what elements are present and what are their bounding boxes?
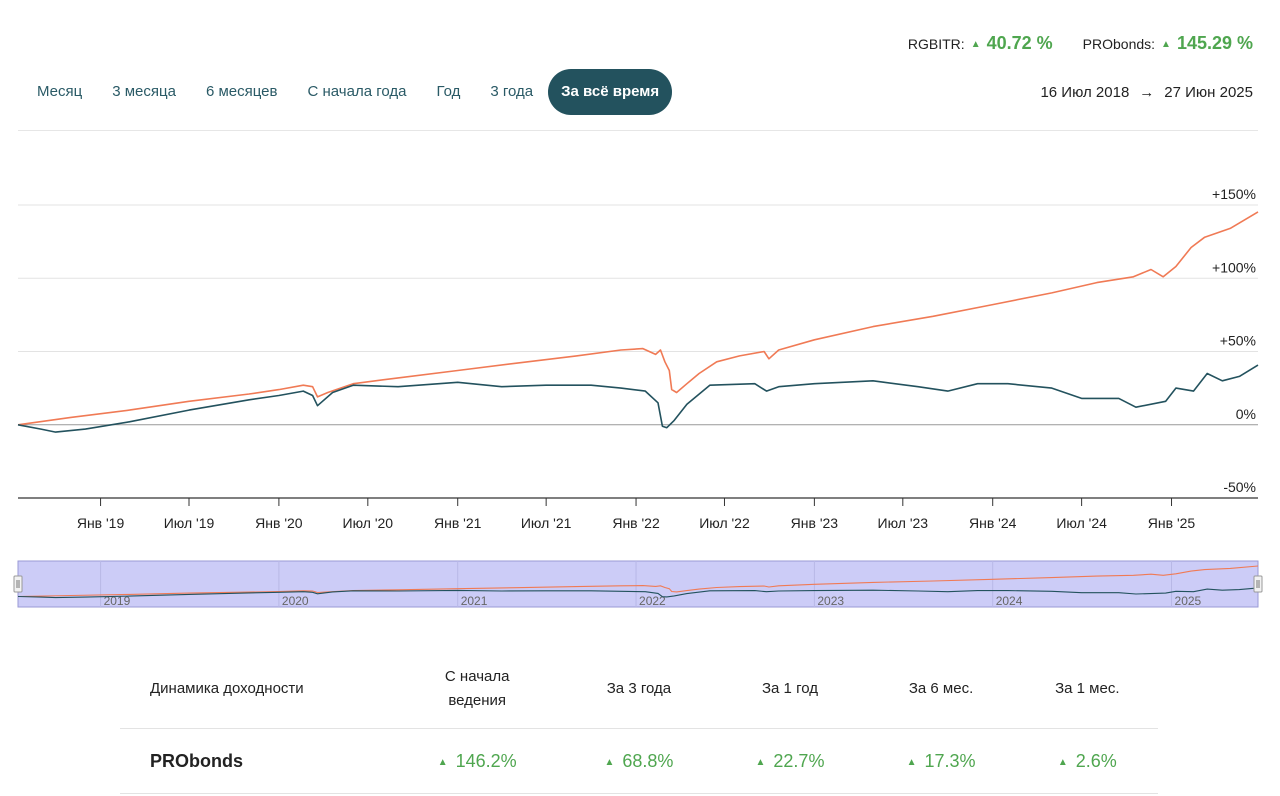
period-6-months-button[interactable]: 6 месяцев: [205, 83, 278, 100]
navigator-window: [17, 560, 1259, 608]
header-line: С начала: [444, 668, 510, 685]
x-tick-label: Янв '20: [255, 515, 303, 531]
series-line-rgbitr: [17, 364, 1259, 433]
period-ytd-button[interactable]: С начала года: [307, 83, 407, 100]
x-tick-label: Янв '25: [1148, 515, 1196, 531]
x-tick-label: Июл '24: [1056, 515, 1107, 531]
date-to[interactable]: 27 Июн 2025: [1164, 84, 1253, 101]
summary-label: RGBITR:: [907, 36, 965, 52]
range-navigator[interactable]: 2019 2020 2021 2022 2023 2024 2025: [0, 555, 1280, 613]
navigator-body: 2019 2020 2021 2022 2023 2024 2025: [13, 560, 1263, 608]
navigator-year-label: 2021: [461, 594, 488, 608]
y-axis: +150% +100% +50% 0% -50%: [1212, 186, 1256, 495]
x-tick-label: Янв '24: [969, 515, 1017, 531]
cell-6m: ▲ 17.3%: [865, 728, 1017, 794]
period-3-years-button[interactable]: 3 года: [490, 83, 534, 100]
date-from[interactable]: 16 Июл 2018: [1040, 84, 1130, 101]
chart-series: [17, 211, 1259, 433]
navigator-year-label: 2025: [1175, 594, 1202, 608]
x-tick-label: Янв '23: [791, 515, 839, 531]
cell-since-inception: ▲ 146.2%: [391, 728, 564, 794]
summary-returns: RGBITR: ▲ 40.72 % PRObonds: ▲ 145.29 %: [908, 33, 1253, 54]
returns-chart: +150%+100%+50%0%-50% Янв '19 Июл '19 Янв '…: [17, 186, 1259, 531]
y-tick-label: +50%: [1220, 333, 1256, 349]
x-tick-label: Янв '19: [77, 515, 125, 531]
cell-value: 146.2%: [455, 750, 517, 771]
summary-label: PRObonds:: [1082, 36, 1156, 52]
y-tick-label: 0%: [1236, 406, 1256, 422]
period-month-button[interactable]: Месяц: [37, 83, 83, 100]
x-tick-label: Июл '21: [521, 515, 572, 531]
divider: [18, 130, 1258, 131]
period-selector: Месяц 3 месяца 6 месяцев С начала года Г…: [22, 69, 673, 115]
x-axis: Янв '19 Июл '19 Янв '20 Июл '20 Янв '21 Июл '…: [77, 498, 1196, 531]
navigator-line-rgbitr: [17, 587, 1259, 599]
navigator-left-handle[interactable]: [13, 575, 23, 593]
cell-value: 22.7%: [773, 750, 825, 771]
table-header-title: Динамика доходности: [120, 650, 391, 729]
date-range: 16 Июл 2018 → 27 Июн 2025: [1040, 84, 1253, 101]
up-arrow-icon: ▲: [437, 756, 448, 768]
table-header-row: Динамика доходности С начала ведения За …: [120, 650, 1158, 729]
x-tick-label: Янв '22: [612, 515, 660, 531]
period-year-button[interactable]: Год: [436, 83, 461, 100]
arrow-right-icon: →: [1139, 84, 1155, 101]
x-tick-label: Июл '22: [699, 515, 750, 531]
up-arrow-icon: ▲: [970, 39, 981, 50]
cell-value: 68.8%: [622, 750, 674, 771]
up-arrow-icon: ▲: [1057, 756, 1068, 768]
navigator-right-handle[interactable]: [1253, 575, 1263, 593]
x-tick-label: Июл '20: [343, 515, 394, 531]
up-arrow-icon: ▲: [1161, 39, 1171, 50]
up-arrow-icon: ▲: [755, 756, 766, 768]
y-tick-label: -50%: [1223, 479, 1256, 495]
cell-3y: ▲ 68.8%: [563, 728, 715, 794]
performance-table: Динамика доходности С начала ведения За …: [120, 650, 1158, 794]
table-header-1m: За 1 мес.: [1016, 650, 1158, 729]
table-header-3y: За 3 года: [563, 650, 715, 729]
cell-1m: ▲ 2.6%: [1016, 728, 1158, 794]
x-tick-label: Июл '19: [164, 515, 215, 531]
summary-rgbitr: RGBITR: ▲ 40.72 %: [908, 33, 1053, 54]
series-line-probonds: [17, 211, 1259, 426]
header-line: ведения: [448, 692, 507, 709]
up-arrow-icon: ▲: [604, 756, 615, 768]
period-3-months-button[interactable]: 3 месяца: [112, 83, 176, 100]
table-header-since-inception: С начала ведения: [391, 650, 564, 729]
navigator-year-label: 2024: [996, 594, 1023, 608]
summary-value: 145.29 %: [1176, 33, 1253, 53]
up-arrow-icon: ▲: [906, 756, 917, 768]
cell-value: 17.3%: [924, 750, 976, 771]
y-tick-label: +150%: [1212, 186, 1256, 202]
cell-1y: ▲ 22.7%: [714, 728, 866, 794]
summary-probonds: PRObonds: ▲ 145.29 %: [1083, 33, 1253, 54]
navigator-year-label: 2020: [282, 594, 309, 608]
y-tick-label: +100%: [1212, 259, 1256, 275]
table-row: PRObonds ▲ 146.2% ▲ 68.8% ▲ 22.7% ▲ 17.3% ▲ 2…: [120, 728, 1158, 794]
table-header-1y: За 1 год: [714, 650, 866, 729]
x-tick-label: Янв '21: [434, 515, 482, 531]
row-name: PRObonds: [120, 728, 391, 794]
navigator-year-label: 2019: [104, 594, 131, 608]
x-tick-label: Июл '23: [878, 515, 929, 531]
period-all-time-button[interactable]: За всё время: [548, 69, 673, 115]
navigator-year-label: 2023: [817, 594, 844, 608]
cell-value: 2.6%: [1075, 750, 1117, 771]
navigator-line-probonds: [17, 565, 1259, 598]
table-header-6m: За 6 мес.: [865, 650, 1017, 729]
chart-grid: [18, 204, 1258, 499]
navigator-year-label: 2022: [639, 594, 666, 608]
summary-value: 40.72 %: [986, 33, 1053, 53]
